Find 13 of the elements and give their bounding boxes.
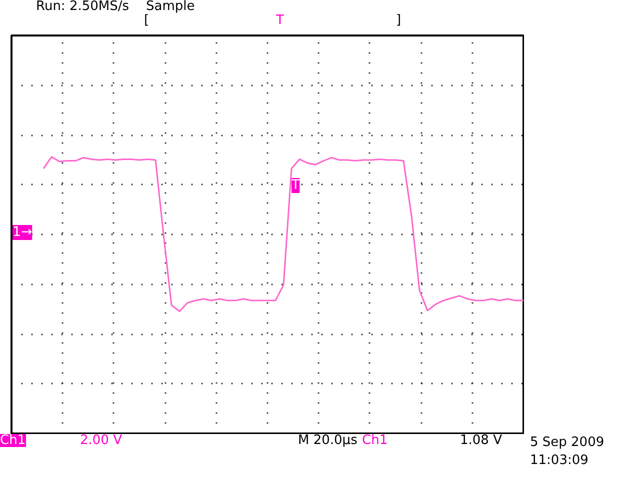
text: 2.00 V [80,433,122,448]
text: T [276,13,284,28]
text: 5 Sep 2009 [530,435,604,450]
annotation: 1→ [12,225,32,240]
text: [ [144,13,150,28]
text: Sample [146,0,195,14]
text: 1.08 V [460,433,502,448]
text: Run: 2.50MS/s [36,0,130,14]
text: ] [396,13,402,28]
text: M 20.0µs [298,433,358,448]
text: 11:03:09 [530,453,588,468]
text: Ch1 [0,433,26,448]
text: Ch1 [362,433,388,448]
